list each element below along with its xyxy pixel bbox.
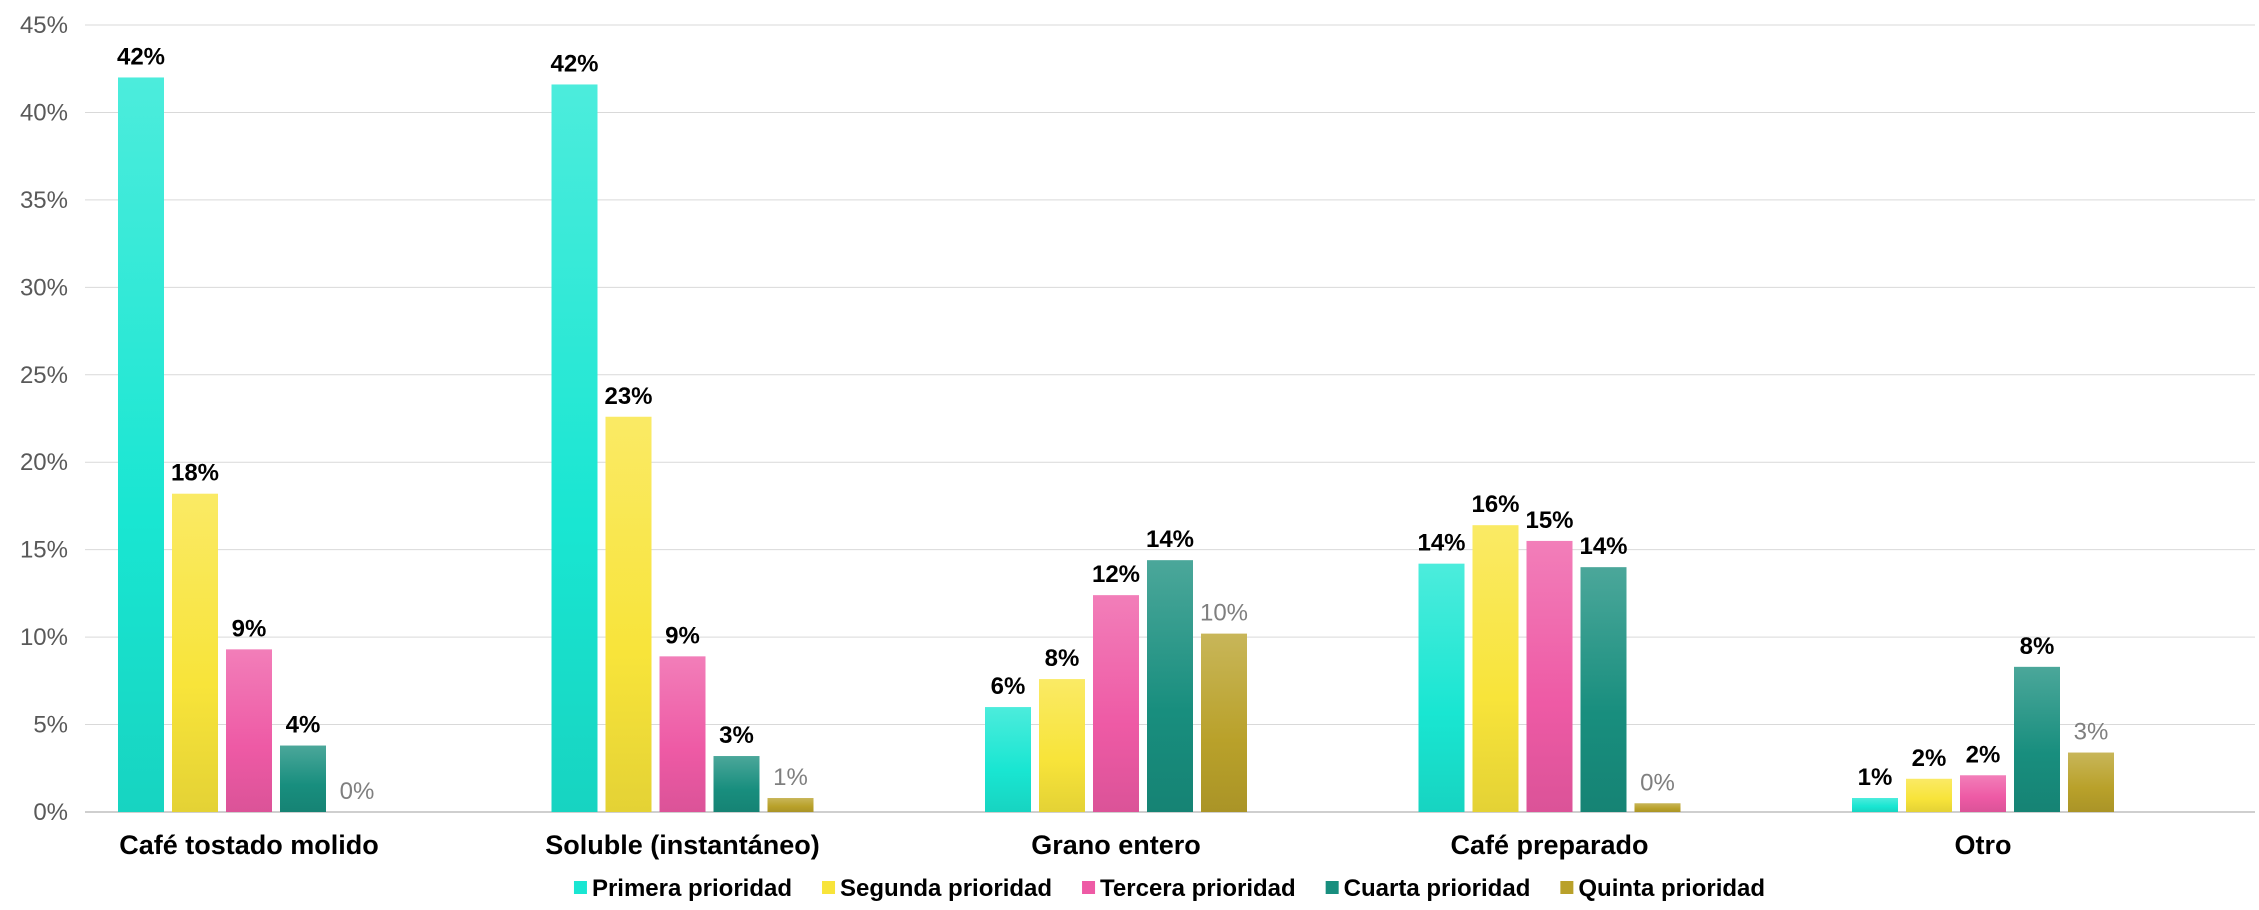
data-label: 0% [340,778,375,805]
legend-item-tercera-prioridad: Tercera prioridad [1082,875,1296,902]
bar-soluble-instantaneo-quinta-prioridad [767,798,814,812]
bar-cafe-tostado-molido-cuarta-prioridad [280,745,326,812]
legend-label: Primera prioridad [592,875,792,902]
legend-swatch [822,881,836,894]
legend-label: Quinta prioridad [1578,875,1765,902]
x-category-label: Café preparado [1450,830,1648,860]
data-label: 16% [1471,491,1519,518]
x-category-label: Café tostado molido [119,830,379,860]
legend-label: Tercera prioridad [1100,875,1296,902]
bar-grano-entero-primera-prioridad [985,707,1031,812]
legend-swatch [1325,881,1339,894]
legend-swatch [1082,881,1096,894]
x-category-label: Otro [1955,830,2012,860]
data-label: 9% [232,615,267,642]
data-label: 8% [1045,645,1080,672]
legend-item-cuarta-prioridad: Cuarta prioridad [1325,875,1531,902]
y-axis: 0% 5% 10% 15% 20% 25% 30% 35% 40% 45% [20,12,68,826]
data-label: 14% [1579,533,1627,560]
y-tick-label: 45% [20,12,68,39]
data-labels: 42%18%9%4%0%42%23%9%3%1%6%8%12%14%10%14%… [117,43,2108,805]
y-tick-label: 20% [20,449,68,476]
data-label: 42% [550,50,598,77]
bar-grano-entero-cuarta-prioridad [1147,560,1193,812]
bars [118,77,2114,812]
legend-item-quinta-prioridad: Quinta prioridad [1560,875,1765,902]
x-category-label: Grano entero [1031,830,1201,860]
bar-cafe-preparado-tercera-prioridad [1526,540,1573,812]
bar-soluble-instantaneo-segunda-prioridad [605,416,652,812]
bar-otro-tercera-prioridad [1960,775,2006,812]
data-label: 23% [604,383,652,410]
data-label: 14% [1146,526,1194,553]
bar-otro-cuarta-prioridad [2014,666,2060,812]
data-label: 1% [773,764,808,791]
bar-cafe-preparado-cuarta-prioridad [1580,567,1627,812]
y-tick-label: 10% [20,624,68,651]
legend-swatch [573,881,587,894]
y-tick-label: 35% [20,187,68,214]
data-label: 0% [1640,769,1675,796]
data-label: 15% [1525,507,1573,534]
data-label: 3% [2074,719,2109,746]
legend-item-primera-prioridad: Primera prioridad [573,875,792,902]
data-label: 14% [1417,530,1465,557]
data-label: 10% [1200,600,1248,627]
y-tick-label: 15% [20,537,68,564]
bar-grano-entero-quinta-prioridad [1201,633,1247,812]
legend-item-segunda-prioridad: Segunda prioridad [822,875,1052,902]
data-label: 1% [1858,764,1893,791]
data-label: 18% [171,460,219,487]
data-label: 4% [286,712,321,739]
bar-grano-entero-segunda-prioridad [1039,679,1085,812]
y-tick-label: 40% [20,99,68,126]
legend-swatch [1560,881,1574,894]
data-label: 9% [665,622,700,649]
data-label: 2% [1912,745,1947,772]
bar-cafe-tostado-molido-primera-prioridad [118,77,164,812]
data-label: 42% [117,43,165,70]
bar-soluble-instantaneo-tercera-prioridad [659,656,706,812]
data-label: 8% [2020,633,2055,660]
y-tick-label: 0% [33,799,68,826]
bar-cafe-preparado-quinta-prioridad [1634,803,1681,812]
y-tick-label: 30% [20,274,68,301]
legend-label: Cuarta prioridad [1344,875,1531,902]
bar-otro-segunda-prioridad [1906,778,1952,812]
bar-cafe-preparado-primera-prioridad [1418,563,1465,812]
data-label: 6% [991,673,1026,700]
y-tick-label: 25% [20,362,68,389]
bar-grano-entero-tercera-prioridad [1093,595,1139,812]
bar-otro-primera-prioridad [1852,798,1898,812]
legend-label: Segunda prioridad [840,875,1052,902]
legend: Primera prioridad Segunda prioridad Tercer… [573,875,1765,902]
y-tick-label: 5% [33,712,68,739]
bar-cafe-tostado-molido-segunda-prioridad [172,493,218,812]
bar-soluble-instantaneo-cuarta-prioridad [713,756,760,812]
data-label: 2% [1966,741,2001,768]
bar-otro-quinta-prioridad [2068,752,2114,812]
data-label: 3% [719,722,754,749]
gridlines [85,24,2255,813]
bar-soluble-instantaneo-primera-prioridad [551,84,598,812]
data-label: 12% [1092,561,1140,588]
x-category-label: Soluble (instantáneo) [545,830,820,860]
x-axis: Café tostado molido Soluble (instantáneo)… [119,830,2011,860]
bar-cafe-preparado-segunda-prioridad [1472,525,1519,812]
bar-cafe-tostado-molido-tercera-prioridad [226,649,272,812]
